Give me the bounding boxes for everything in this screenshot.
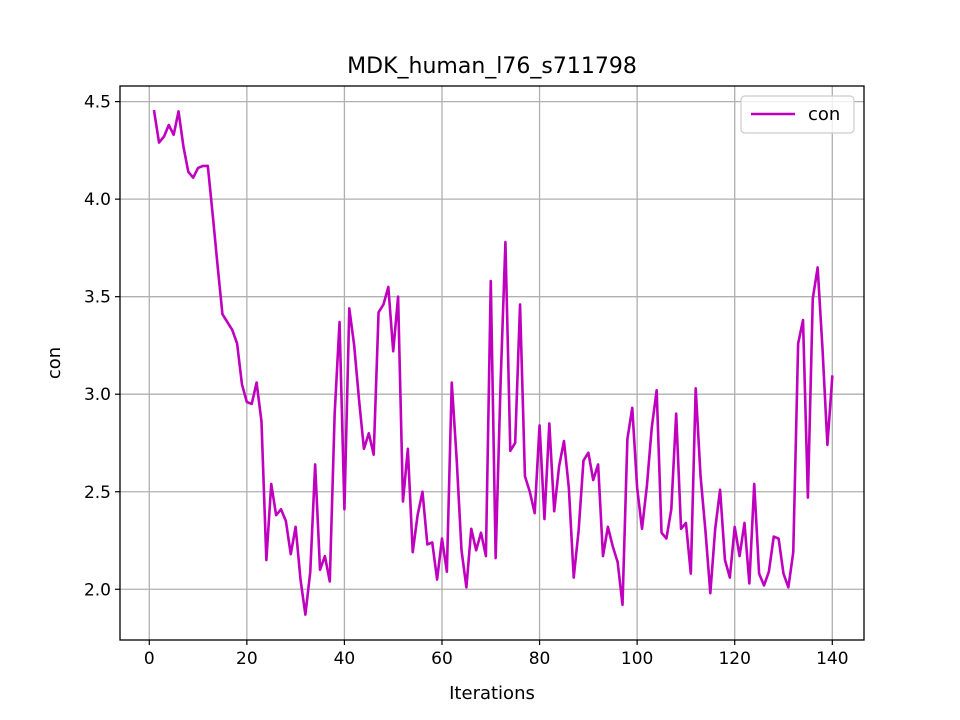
y-tick-label: 3.0 — [84, 385, 111, 405]
x-tick-label: 80 — [529, 649, 551, 669]
legend-label-con: con — [808, 104, 840, 125]
chart-title: MDK_human_l76_s711798 — [347, 54, 637, 79]
series-layer — [152, 109, 834, 616]
x-tick-label: 60 — [431, 649, 453, 669]
x-tick-label: 0 — [144, 649, 155, 669]
x-tick-label: 100 — [621, 649, 653, 669]
series-line-con — [152, 109, 834, 616]
y-tick-label: 3.5 — [84, 288, 111, 308]
y-tick-label: 4.5 — [84, 93, 111, 113]
plot-area-frame — [119, 85, 865, 641]
y-tick-label: 2.5 — [84, 483, 111, 503]
axis-ticks: 0 20 40 60 80 100 120 140 2.0 2.5 3.0 3.5 4.0 4.5 — [84, 93, 849, 669]
y-axis-label: con — [44, 347, 65, 379]
legend-box — [740, 95, 855, 134]
x-tick-label: 20 — [236, 649, 258, 669]
x-axis-label: Iterations — [449, 683, 535, 704]
y-tick-label: 2.0 — [84, 580, 111, 600]
x-tick-label: 40 — [334, 649, 356, 669]
x-tick-label: 140 — [816, 649, 848, 669]
y-tick-label: 4.0 — [84, 190, 111, 210]
x-tick-label: 120 — [718, 649, 750, 669]
legend: con — [740, 95, 855, 134]
